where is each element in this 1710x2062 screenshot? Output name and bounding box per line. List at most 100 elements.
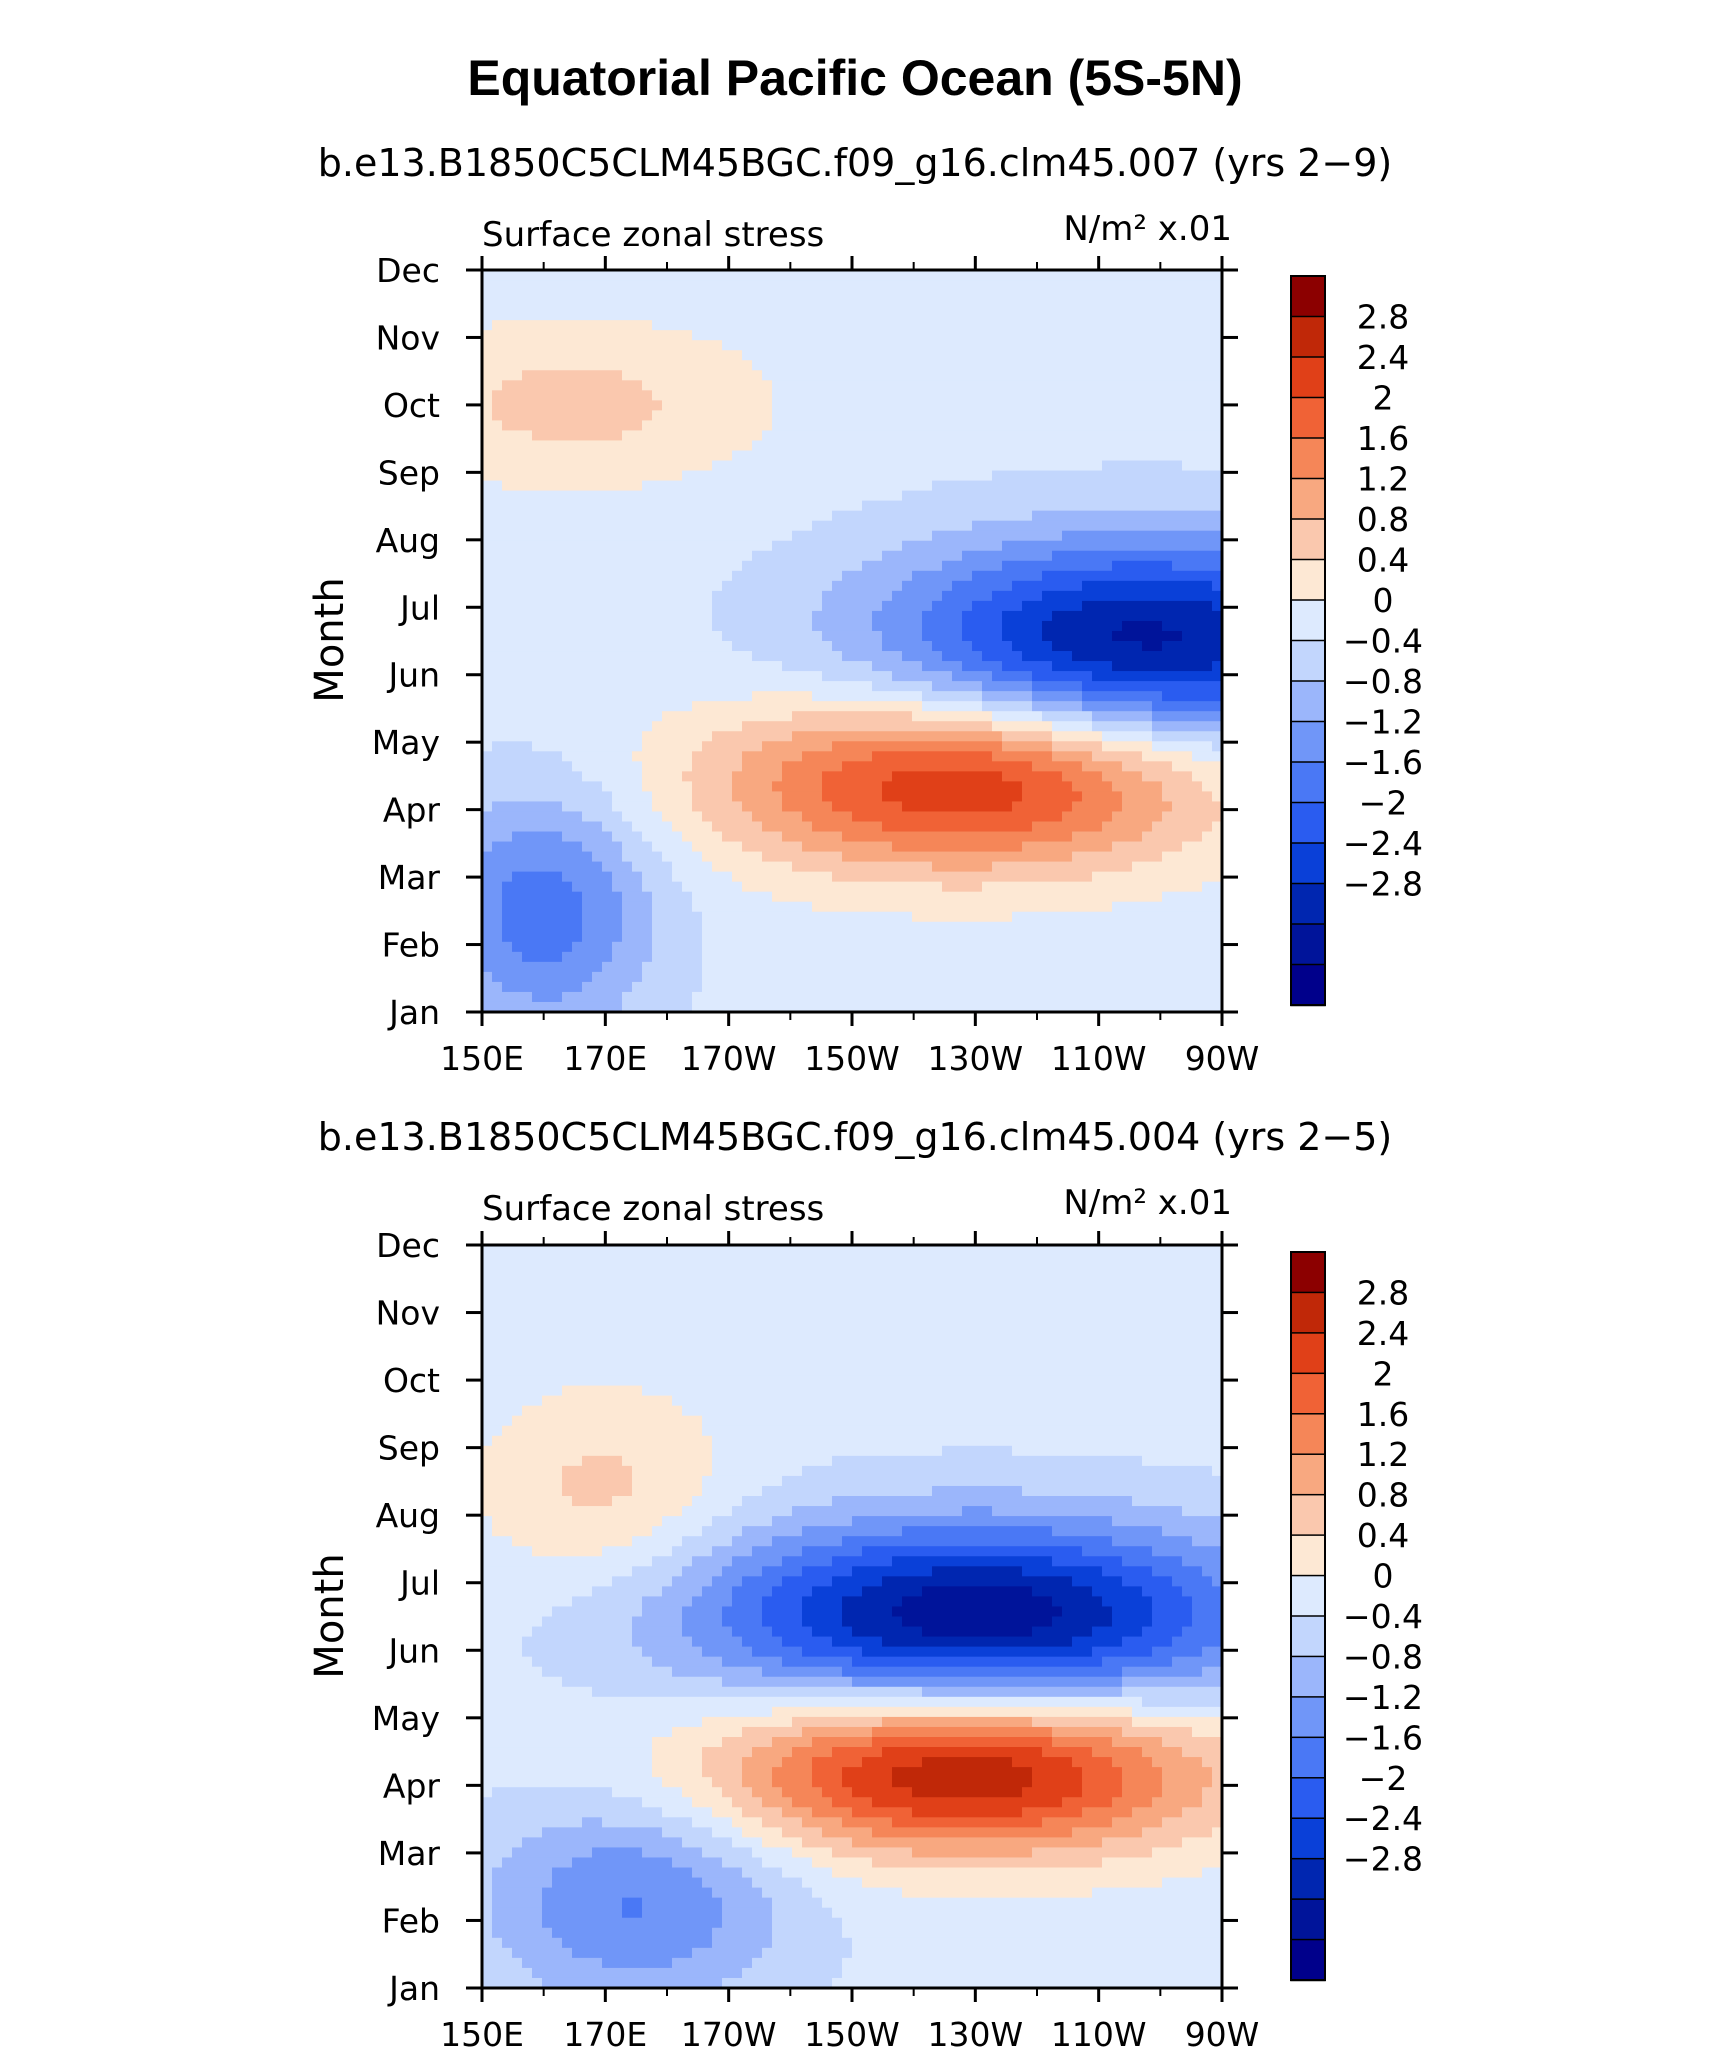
contour-cell (592, 430, 603, 442)
contour-cell (742, 921, 753, 933)
contour-cell (1152, 510, 1163, 522)
contour-cell (772, 610, 783, 622)
contour-cell (1142, 550, 1153, 562)
contour-cell (672, 941, 683, 953)
contour-cell (1132, 520, 1143, 532)
contour-cell (1052, 931, 1063, 943)
contour-cell (1092, 280, 1103, 291)
contour-cell (502, 911, 513, 923)
contour-cell (502, 630, 513, 642)
contour-cell (792, 360, 803, 371)
contour-cell (672, 340, 683, 351)
contour-cell (932, 280, 943, 291)
contour-cell (1042, 330, 1053, 341)
contour-cell (932, 340, 943, 351)
contour-cell (1132, 641, 1143, 652)
contour-cell (982, 941, 993, 953)
contour-cell (1102, 961, 1113, 973)
contour-cell (622, 290, 633, 301)
contour-cell (882, 360, 893, 371)
contour-cell (582, 430, 593, 442)
contour-cell (512, 851, 523, 863)
contour-cell (692, 590, 703, 602)
contour-cell (922, 280, 933, 291)
contour-cell (1112, 641, 1123, 652)
contour-cell (522, 801, 533, 813)
contour-cell (832, 751, 843, 762)
contour-cell (872, 901, 883, 913)
contour-cell (1052, 280, 1063, 291)
contour-cell (902, 540, 913, 552)
contour-cell (752, 861, 763, 873)
contour-cell (922, 741, 933, 752)
contour-cell (782, 580, 793, 592)
contour-cell (642, 791, 653, 803)
contour-cell (912, 691, 923, 702)
panel-top: b.e13.B1850C5CLM45BGC.f09_g16.clm45.007 … (307, 141, 1423, 1078)
contour-cell (1132, 681, 1143, 692)
contour-cell (492, 620, 503, 632)
contour-cell (902, 390, 913, 401)
contour-cell (482, 600, 493, 612)
contour-cell (622, 340, 633, 351)
contour-cell (662, 400, 673, 411)
contour-cell (772, 921, 783, 933)
contour-cell (632, 310, 643, 321)
contour-cell (1122, 841, 1133, 853)
contour-cell (1122, 721, 1133, 732)
contour-cell (992, 881, 1003, 893)
contour-cell (942, 881, 953, 893)
contour-cell (842, 941, 853, 953)
contour-cell (602, 831, 613, 843)
contour-cell (672, 290, 683, 301)
contour-cell (932, 841, 943, 853)
contour-cell (832, 721, 843, 732)
contour-cell (762, 781, 773, 793)
contour-cell (722, 741, 733, 752)
contour-cell (622, 961, 633, 973)
contour-cell (1152, 570, 1163, 582)
contour-cell (1082, 841, 1093, 853)
contour-cell (1142, 731, 1153, 742)
contour-cell (622, 881, 633, 893)
contour-cell (1112, 761, 1123, 772)
contour-cell (902, 560, 913, 572)
contour-cell (772, 781, 783, 793)
contour-cell (1122, 831, 1133, 843)
contour-cell (842, 861, 853, 873)
contour-cell (772, 560, 783, 572)
contour-cell (542, 580, 553, 592)
contour-cell (1022, 761, 1033, 772)
contour-cell (1052, 370, 1063, 381)
contour-cell (522, 420, 533, 432)
contour-cell (532, 961, 543, 973)
contour-cell (882, 280, 893, 291)
contour-cell (572, 831, 583, 843)
contour-cell (752, 390, 763, 401)
contour-cell (1052, 300, 1063, 311)
contour-cell (682, 370, 693, 381)
contour-cell (822, 701, 833, 712)
contour-cell (692, 320, 703, 331)
contour-cell (502, 641, 513, 652)
contour-cell (512, 320, 523, 331)
contour-cell (802, 761, 813, 772)
contour-cell (742, 360, 753, 371)
contour-cell (512, 801, 523, 813)
contour-cell (582, 590, 593, 602)
contour-cell (532, 921, 543, 933)
contour-cell (642, 981, 653, 993)
contour-cell (522, 981, 533, 993)
contour-cell (672, 570, 683, 582)
contour-cell (1052, 590, 1063, 602)
contour-cell (882, 931, 893, 943)
contour-cell (862, 1001, 873, 1013)
contour-cell (1152, 410, 1163, 422)
contour-cell (1152, 390, 1163, 401)
contour-cell (1022, 911, 1033, 923)
contour-cell (1102, 781, 1113, 793)
contour-cell (612, 540, 623, 552)
contour-cell (1142, 791, 1153, 803)
contour-cell (612, 350, 623, 361)
contour-cell (792, 440, 803, 452)
